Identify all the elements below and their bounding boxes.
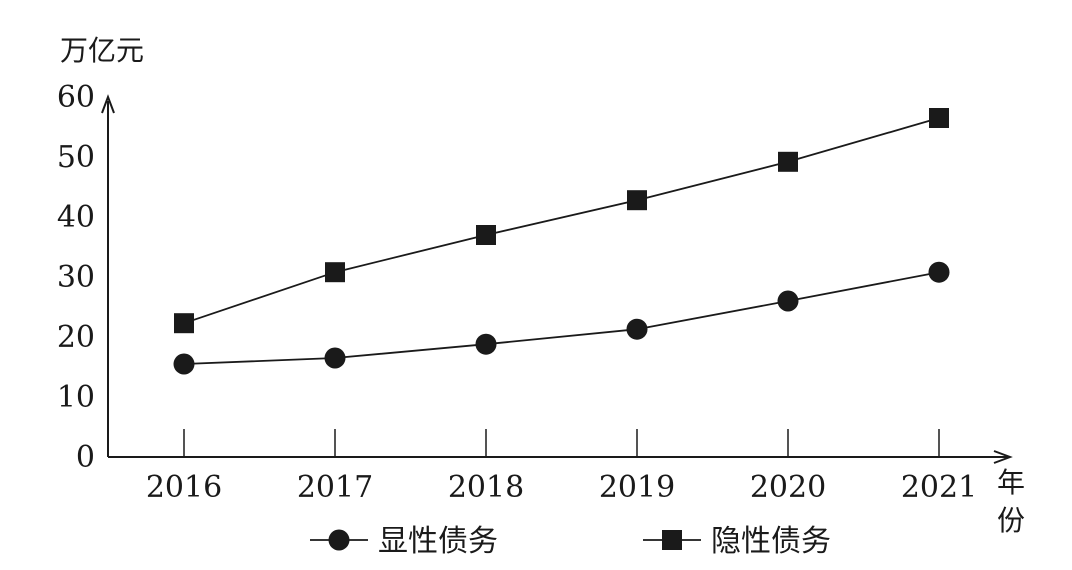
x-tick-label: 2019 (599, 470, 675, 505)
legend-label: 隐性债务 (711, 524, 831, 559)
y-axis-arrow (101, 94, 115, 114)
y-axis-unit-label: 万亿元 (60, 34, 144, 67)
x-tick-label: 2017 (297, 470, 373, 505)
y-tick-label: 60 (57, 80, 95, 115)
legend-marker-square (662, 530, 682, 550)
data-point-square (476, 225, 496, 245)
x-tick-label: 2020 (750, 470, 826, 505)
data-point-circle (928, 261, 950, 283)
data-point-circle (324, 347, 346, 369)
series-line (183, 271, 940, 365)
series-1 (173, 261, 950, 375)
series-line (183, 117, 940, 325)
x-axis-arrow (993, 450, 1013, 464)
data-point-circle (173, 353, 195, 375)
x-tick-label: 2021 (901, 470, 977, 505)
x-axis-unit-label: 年份 (997, 466, 1025, 537)
series-2 (174, 108, 949, 334)
data-point-square (929, 108, 949, 128)
data-point-circle (475, 333, 497, 355)
data-point-circle (777, 290, 799, 312)
legend-item: 显性债务 (310, 524, 498, 559)
y-tick-label: 20 (57, 320, 95, 355)
legend-marker-circle (328, 529, 350, 551)
x-tick-label: 2018 (448, 470, 524, 505)
y-tick-label: 50 (57, 140, 95, 175)
series-group (173, 108, 950, 375)
legend-item: 隐性债务 (643, 524, 831, 559)
y-tick-label: 10 (57, 380, 95, 415)
y-tick-label: 30 (57, 260, 95, 295)
x-axis: 2016 2017 2018 2019 2020 2021 年份 (108, 429, 1025, 537)
y-tick-label: 40 (57, 200, 95, 235)
data-point-circle (626, 318, 648, 340)
legend: 显性债务 隐性债务 (310, 524, 831, 559)
legend-label: 显性债务 (378, 524, 498, 559)
data-point-square (325, 262, 345, 283)
data-point-square (627, 190, 647, 211)
y-axis: 0 10 20 30 40 50 60 万亿元 (57, 34, 144, 475)
x-tick-label: 2016 (146, 470, 222, 505)
data-point-square (174, 313, 194, 334)
data-point-square (778, 151, 798, 172)
y-tick-label: 0 (76, 440, 95, 475)
